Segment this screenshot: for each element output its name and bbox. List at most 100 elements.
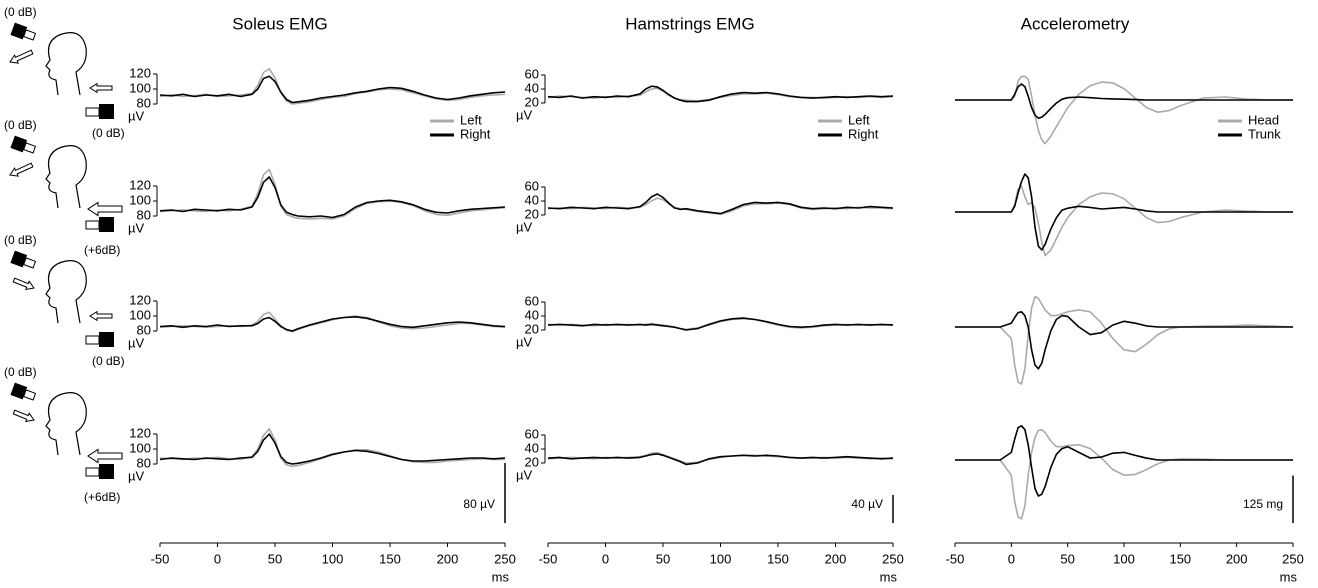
trace bbox=[547, 197, 894, 216]
x-tick-label: 250 bbox=[494, 551, 516, 566]
y-tick-label: 40 bbox=[525, 192, 539, 207]
speaker-cone bbox=[23, 257, 37, 269]
speaker-body bbox=[10, 22, 28, 40]
legend-label: Right bbox=[460, 126, 491, 141]
x-tick-label: 200 bbox=[825, 551, 847, 566]
x-tick-label: -50 bbox=[151, 551, 170, 566]
y-unit: µV bbox=[128, 220, 144, 235]
column-title: Soleus EMG bbox=[232, 14, 327, 33]
trace bbox=[159, 433, 506, 465]
y-tick-label: 120 bbox=[129, 177, 151, 192]
stimulus-level: (+6dB) bbox=[84, 490, 120, 504]
y-unit: µV bbox=[516, 334, 532, 349]
y-tick-label: 20 bbox=[525, 321, 539, 336]
stimulus-icon: (0 dB) (+6dB) bbox=[4, 365, 123, 504]
arrow bbox=[87, 201, 123, 217]
speaker-body bbox=[99, 464, 114, 479]
legend-label: Right bbox=[848, 126, 879, 141]
y-tick-label: 100 bbox=[129, 307, 151, 322]
arrow bbox=[89, 82, 113, 94]
x-unit: ms bbox=[1280, 569, 1298, 584]
x-tick-label: 50 bbox=[1060, 551, 1074, 566]
head-outline bbox=[45, 145, 87, 209]
trace bbox=[955, 83, 1293, 119]
y-unit: µV bbox=[128, 335, 144, 350]
speaker-body bbox=[99, 217, 114, 232]
stimulus-level: (0 dB) bbox=[4, 233, 37, 247]
arrow bbox=[87, 448, 123, 464]
speaker bbox=[10, 22, 37, 41]
y-tick-label: 40 bbox=[525, 307, 539, 322]
x-tick-label: 50 bbox=[268, 551, 282, 566]
scale-bar-label: 40 µV bbox=[851, 497, 883, 511]
y-tick-label: 120 bbox=[129, 425, 151, 440]
stimulus-level: (+6dB) bbox=[84, 243, 120, 257]
y-tick-label: 20 bbox=[525, 206, 539, 221]
legend-label: Head bbox=[1248, 112, 1279, 127]
x-tick-label: 150 bbox=[379, 551, 401, 566]
y-tick-label: 100 bbox=[129, 80, 151, 95]
legend-label: Left bbox=[848, 112, 870, 127]
x-tick-label: 0 bbox=[602, 551, 609, 566]
speaker bbox=[10, 250, 37, 269]
stimulus-level: (0 dB) bbox=[92, 354, 125, 368]
trace bbox=[159, 316, 506, 332]
speaker-body bbox=[99, 332, 114, 347]
speaker bbox=[10, 135, 37, 154]
trace bbox=[159, 176, 506, 219]
y-tick-label: 40 bbox=[525, 440, 539, 455]
speaker-body bbox=[10, 135, 28, 153]
trace bbox=[547, 85, 894, 103]
stimulus-icon: (0 dB) (0 dB) bbox=[4, 5, 125, 140]
y-unit: µV bbox=[128, 108, 144, 123]
trace bbox=[547, 453, 894, 466]
y-tick-label: 60 bbox=[525, 426, 539, 441]
trace bbox=[955, 295, 1294, 385]
x-tick-label: 250 bbox=[882, 551, 904, 566]
y-tick-label: 60 bbox=[525, 293, 539, 308]
x-tick-label: 100 bbox=[1113, 551, 1135, 566]
trace bbox=[955, 311, 1293, 370]
scale-bar-label: 125 mg bbox=[1243, 497, 1283, 511]
x-tick-label: 200 bbox=[437, 551, 459, 566]
y-tick-label: 80 bbox=[137, 322, 151, 337]
arrow bbox=[12, 409, 35, 423]
y-tick-label: 100 bbox=[129, 440, 151, 455]
y-tick-label: 100 bbox=[129, 192, 151, 207]
x-tick-label: -50 bbox=[946, 551, 965, 566]
arrow bbox=[9, 49, 34, 64]
stimulus-icon: (0 dB) (+6dB) bbox=[4, 118, 123, 257]
x-unit: ms bbox=[492, 569, 510, 584]
x-tick-label: 250 bbox=[1282, 551, 1304, 566]
speaker-cone bbox=[85, 467, 100, 477]
head-outline bbox=[45, 392, 87, 456]
speaker-cone bbox=[85, 335, 100, 345]
trace bbox=[955, 173, 1293, 251]
x-tick-label: 200 bbox=[1226, 551, 1248, 566]
x-tick-label: 0 bbox=[214, 551, 221, 566]
speaker-cone bbox=[23, 29, 37, 41]
x-tick-label: 100 bbox=[322, 551, 344, 566]
trace bbox=[955, 75, 1293, 145]
y-tick-label: 120 bbox=[129, 65, 151, 80]
x-tick-label: 50 bbox=[656, 551, 670, 566]
y-unit: µV bbox=[516, 107, 532, 122]
speaker-body bbox=[99, 104, 114, 119]
stimulus-level: (0 dB) bbox=[4, 365, 37, 379]
trace bbox=[159, 428, 505, 468]
x-tick-label: -50 bbox=[539, 551, 558, 566]
y-tick-label: 60 bbox=[525, 66, 539, 81]
stimulus-level: (0 dB) bbox=[4, 5, 37, 19]
speaker bbox=[10, 382, 37, 401]
x-unit: ms bbox=[880, 569, 898, 584]
trace bbox=[159, 75, 506, 104]
legend-label: Trunk bbox=[1248, 126, 1281, 141]
trace bbox=[547, 317, 894, 331]
y-tick-label: 40 bbox=[525, 80, 539, 95]
y-tick-label: 60 bbox=[525, 178, 539, 193]
speaker-body bbox=[10, 382, 28, 400]
head-outline bbox=[45, 260, 87, 324]
arrow bbox=[9, 162, 34, 177]
x-tick-label: 150 bbox=[767, 551, 789, 566]
